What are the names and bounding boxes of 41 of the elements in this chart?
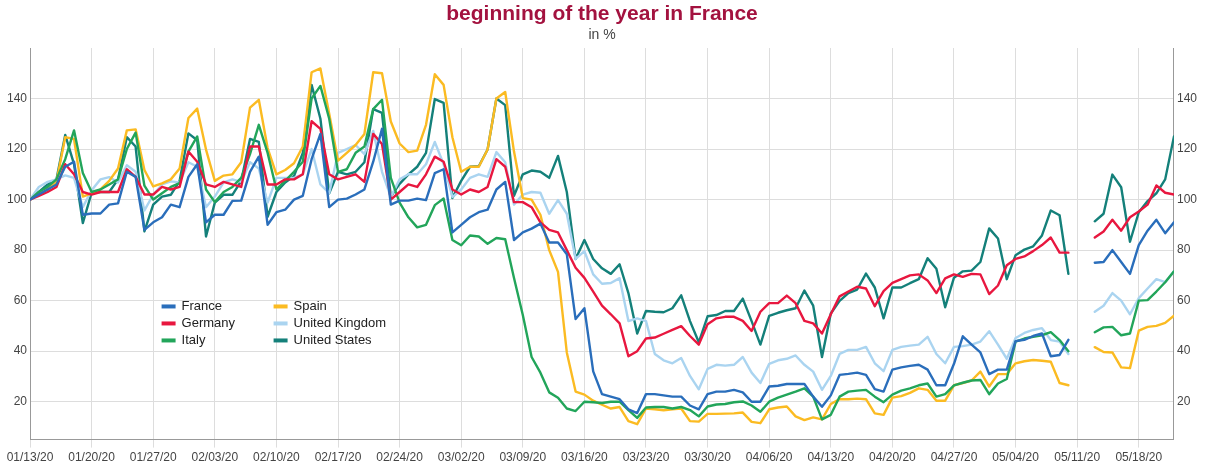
y2-tick-label: 60 [1176,292,1191,307]
x-tick-label: 04/13/20 [807,450,855,465]
x-tick-label: 01/27/20 [129,450,177,465]
legend-label: United States [293,332,373,348]
y-tick-label: 20 [13,394,28,409]
x-tick-label: 02/10/20 [253,450,301,465]
legend-label: Italy [181,332,206,348]
x-tick-label: 04/27/20 [930,450,978,465]
x-tick-label: 01/13/20 [6,450,54,465]
legend-label: France [181,298,223,314]
y-tick-label: 100 [6,191,28,206]
x-tick-label: 02/17/20 [314,450,362,465]
x-tick-label: 02/24/20 [376,450,424,465]
y-tick-label: 120 [6,141,28,156]
x-tick-label: 03/02/20 [437,450,485,465]
x-tick-label: 03/30/20 [684,450,732,465]
y-tick-label: 60 [13,292,28,307]
x-tick-label: 01/20/20 [68,450,116,465]
x-tick-label: 02/03/20 [191,450,239,465]
x-tick-label: 05/04/20 [992,450,1040,465]
x-tick-label: 04/20/20 [869,450,917,465]
chart-subtitle: in % [588,26,616,43]
x-tick-label: 03/23/20 [622,450,670,465]
x-tick-label: 05/18/20 [1115,450,1163,465]
y-tick-label: 40 [13,343,28,358]
y2-tick-label: 80 [1176,242,1191,257]
legend-label: Spain [293,298,327,314]
x-tick-label: 03/09/20 [499,450,547,465]
y-tick-label: 140 [6,90,28,105]
x-tick-label: 03/16/20 [561,450,609,465]
x-tick-label: 05/11/20 [1054,450,1101,465]
y-tick-label: 80 [13,242,28,257]
y2-tick-label: 100 [1176,191,1198,206]
y2-tick-label: 140 [1176,90,1198,105]
y2-tick-label: 40 [1176,343,1191,358]
y2-tick-label: 20 [1176,394,1191,409]
legend-label: United Kingdom [293,315,387,331]
x-tick-label: 04/06/20 [745,450,793,465]
legend-label: Germany [181,315,236,331]
chart-title: beginning of the year in France [446,1,758,25]
y2-tick-label: 120 [1176,141,1198,156]
